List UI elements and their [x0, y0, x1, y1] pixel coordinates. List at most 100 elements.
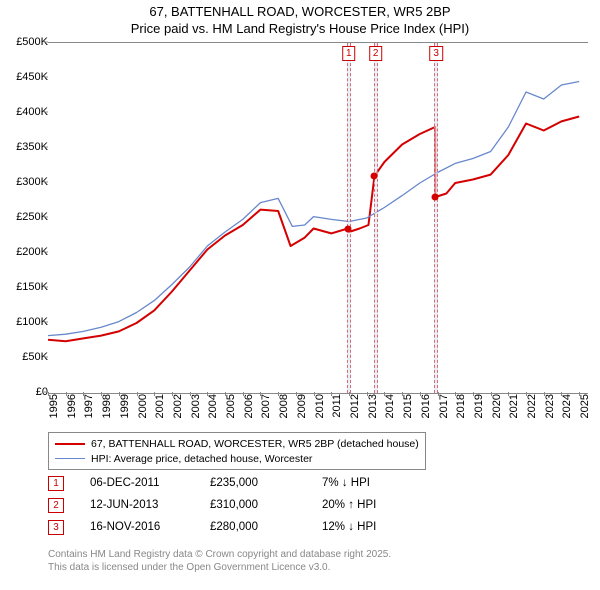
x-tick: [119, 392, 120, 396]
x-tick: [367, 392, 368, 396]
x-tick-label: 2020: [491, 394, 503, 430]
x-tick: [260, 392, 261, 396]
marker-dot: [371, 173, 378, 180]
legend-label: 67, BATTENHALL ROAD, WORCESTER, WR5 2BP …: [91, 438, 419, 450]
footer-line1: Contains HM Land Registry data © Crown c…: [48, 548, 391, 561]
y-tick-label: £200K: [2, 246, 48, 258]
x-tick: [296, 392, 297, 396]
x-tick-label: 2013: [367, 394, 379, 430]
transaction-index: 3: [48, 520, 64, 535]
y-tick-label: £150K: [2, 281, 48, 293]
transaction-diff: 20% ↑ HPI: [322, 499, 422, 511]
x-tick: [455, 392, 456, 396]
x-tick-label: 1999: [119, 394, 131, 430]
marker-band-label: 3: [429, 46, 443, 61]
x-tick: [420, 392, 421, 396]
x-tick-label: 2000: [137, 394, 149, 430]
marker-band-label: 1: [342, 46, 356, 61]
y-tick-label: £500K: [2, 36, 48, 48]
marker-band: 3: [434, 43, 438, 393]
x-tick: [278, 392, 279, 396]
legend-label: HPI: Average price, detached house, Worc…: [91, 453, 312, 465]
transaction-price: £310,000: [210, 499, 322, 511]
y-tick-label: £450K: [2, 71, 48, 83]
x-tick-label: 2019: [473, 394, 485, 430]
title-line1: 67, BATTENHALL ROAD, WORCESTER, WR5 2BP: [0, 4, 600, 21]
x-tick-label: 2023: [544, 394, 556, 430]
plot-area: 123: [48, 42, 588, 394]
x-tick: [225, 392, 226, 396]
chart-title-block: 67, BATTENHALL ROAD, WORCESTER, WR5 2BP …: [0, 0, 600, 38]
y-tick-label: £100K: [2, 316, 48, 328]
x-tick-label: 2024: [561, 394, 573, 430]
x-tick: [438, 392, 439, 396]
x-tick: [137, 392, 138, 396]
x-tick-label: 2011: [331, 394, 343, 430]
x-tick-label: 2002: [172, 394, 184, 430]
x-tick-label: 2008: [278, 394, 290, 430]
x-tick: [473, 392, 474, 396]
transaction-table: 106-DEC-2011£235,0007% ↓ HPI212-JUN-2013…: [48, 472, 422, 538]
y-tick-label: £50K: [2, 351, 48, 363]
x-tick-label: 2015: [402, 394, 414, 430]
x-tick: [331, 392, 332, 396]
x-tick: [561, 392, 562, 396]
transaction-row: 3 16-NOV-2016£280,00012% ↓ HPI: [48, 516, 422, 538]
x-tick: [66, 392, 67, 396]
marker-band-label: 2: [369, 46, 383, 61]
x-tick: [349, 392, 350, 396]
x-tick-label: 2007: [260, 394, 272, 430]
x-tick-label: 2012: [349, 394, 361, 430]
x-tick: [172, 392, 173, 396]
legend-row: 67, BATTENHALL ROAD, WORCESTER, WR5 2BP …: [55, 436, 419, 451]
transaction-index: 1: [48, 476, 64, 491]
x-tick: [314, 392, 315, 396]
x-tick-label: 2021: [508, 394, 520, 430]
footer-attribution: Contains HM Land Registry data © Crown c…: [48, 548, 391, 574]
x-tick-label: 2005: [225, 394, 237, 430]
transaction-date: 06-DEC-2011: [90, 477, 210, 489]
plot-svg: [48, 43, 588, 393]
x-tick: [243, 392, 244, 396]
title-line2: Price paid vs. HM Land Registry's House …: [0, 21, 600, 38]
transaction-row: 106-DEC-2011£235,0007% ↓ HPI: [48, 472, 422, 494]
marker-band: 1: [347, 43, 351, 393]
y-tick-label: £400K: [2, 106, 48, 118]
x-tick: [190, 392, 191, 396]
transaction-diff: 12% ↓ HPI: [322, 521, 422, 533]
x-tick-label: 1995: [48, 394, 60, 430]
x-tick: [491, 392, 492, 396]
x-tick: [48, 392, 49, 396]
legend-row: HPI: Average price, detached house, Worc…: [55, 451, 419, 466]
series-hpi: [48, 82, 579, 336]
x-tick-label: 2006: [243, 394, 255, 430]
x-tick-label: 2017: [438, 394, 450, 430]
x-tick: [526, 392, 527, 396]
transaction-date: 12-JUN-2013: [90, 499, 210, 511]
transaction-price: £235,000: [210, 477, 322, 489]
x-tick: [579, 392, 580, 396]
x-tick: [83, 392, 84, 396]
x-tick-label: 2009: [296, 394, 308, 430]
footer-line2: This data is licensed under the Open Gov…: [48, 561, 391, 574]
legend-swatch: [55, 458, 85, 459]
transaction-price: £280,000: [210, 521, 322, 533]
x-tick-label: 2025: [579, 394, 591, 430]
transaction-row: 212-JUN-2013£310,00020% ↑ HPI: [48, 494, 422, 516]
x-tick: [402, 392, 403, 396]
x-tick-label: 2010: [314, 394, 326, 430]
x-tick: [101, 392, 102, 396]
x-tick: [508, 392, 509, 396]
marker-dot: [432, 194, 439, 201]
x-tick: [544, 392, 545, 396]
transaction-date: 16-NOV-2016: [90, 521, 210, 533]
x-tick-label: 1998: [101, 394, 113, 430]
x-tick-label: 2004: [207, 394, 219, 430]
x-tick-label: 2014: [384, 394, 396, 430]
legend: 67, BATTENHALL ROAD, WORCESTER, WR5 2BP …: [48, 432, 426, 470]
x-tick-label: 1997: [83, 394, 95, 430]
x-tick-label: 2018: [455, 394, 467, 430]
marker-band: 2: [374, 43, 378, 393]
x-tick: [154, 392, 155, 396]
legend-swatch: [55, 443, 85, 445]
